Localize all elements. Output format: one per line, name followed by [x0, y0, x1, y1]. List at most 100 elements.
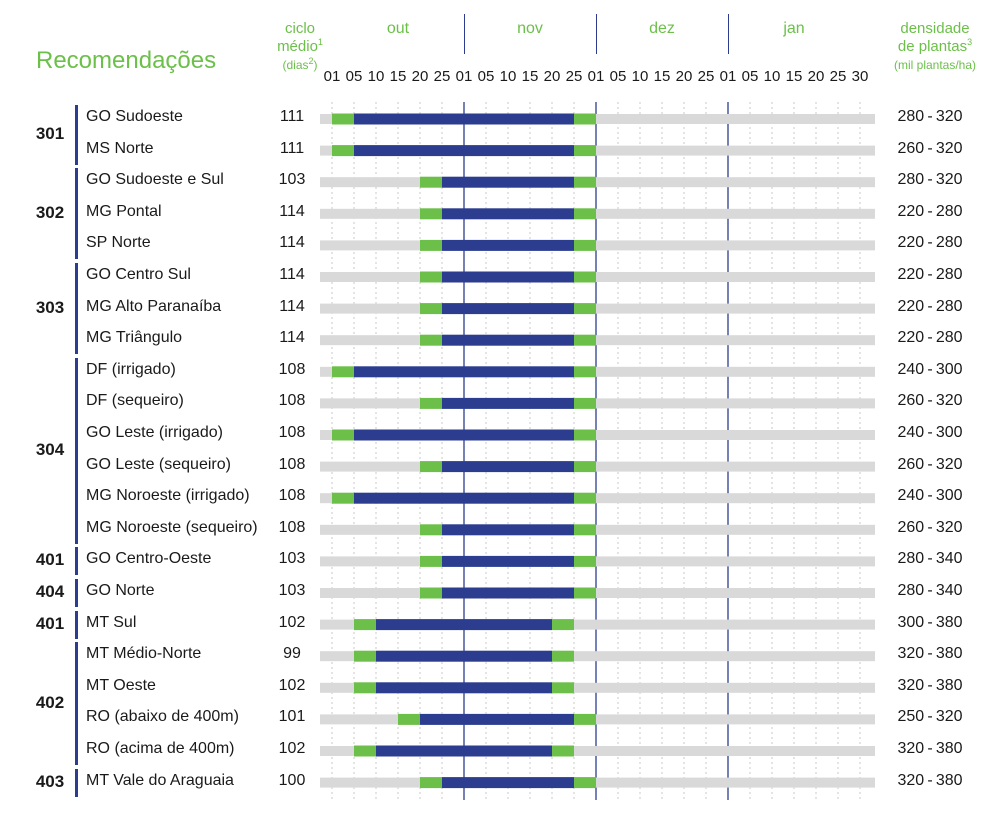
row-base-bar — [320, 619, 875, 630]
row-base-bar — [320, 651, 875, 662]
row-densidade-value: 280 - 320 — [897, 171, 963, 189]
row-margin-end-bar — [574, 524, 596, 536]
row-ciclo-value: 108 — [278, 360, 306, 378]
month-label-out: out — [386, 20, 410, 37]
row-main-bar — [442, 461, 574, 473]
ciclo-unit: (dias2) — [270, 56, 330, 74]
group-bracket — [75, 610, 78, 639]
row-margin-start-bar — [420, 208, 442, 220]
row-region-label: GO Leste (sequeiro) — [86, 455, 231, 473]
row-region-label: MG Alto Paranaíba — [86, 297, 222, 315]
group-bracket — [75, 263, 78, 355]
tick-label: 25 — [829, 68, 847, 85]
ciclo-unit-text: (dias — [282, 58, 309, 72]
month-label-nov: nov — [517, 20, 543, 37]
row-main-bar — [354, 145, 574, 157]
tick-label: 15 — [785, 68, 803, 85]
row-region-label: MG Noroeste (sequeiro) — [86, 518, 258, 536]
ciclo-header-line2: médio1 — [270, 38, 330, 56]
row-main-bar — [442, 271, 574, 283]
tick-label: 20 — [675, 68, 693, 85]
row-region-label: RO (abaixo de 400m) — [86, 708, 239, 726]
densidade-footnote: 3 — [967, 37, 973, 47]
row-ciclo-value: 114 — [279, 202, 305, 220]
row-main-bar — [442, 524, 574, 536]
group-label: 302 — [35, 202, 65, 222]
row-ciclo-value: 102 — [278, 740, 306, 757]
row-margin-start-bar — [420, 777, 442, 789]
row-base-bar — [320, 208, 875, 219]
row-main-bar — [354, 113, 574, 125]
row-ciclo-value: 103 — [278, 582, 306, 599]
group-label: 404 — [35, 582, 65, 601]
row-ciclo-value: 111 — [279, 108, 305, 125]
row-main-bar — [376, 745, 552, 757]
row-ciclo-value: 103 — [278, 550, 306, 568]
row-margin-end-bar — [574, 397, 596, 409]
group-label: 303 — [35, 297, 65, 317]
group-bracket — [75, 579, 78, 607]
row-base-bar — [320, 366, 875, 377]
row-base-bar — [320, 430, 875, 440]
row-main-bar — [354, 429, 574, 441]
row-region-label: MG Pontal — [86, 202, 162, 220]
densidade-header-line2: de plantas3 — [880, 38, 990, 56]
row-main-bar — [442, 176, 574, 188]
group-bracket — [75, 105, 78, 165]
row-ciclo-value: 103 — [278, 171, 306, 189]
row-densidade-value: 260 - 320 — [897, 139, 963, 157]
group-bracket — [75, 642, 78, 765]
row-margin-start-bar — [420, 271, 442, 283]
row-margin-end-bar — [552, 619, 574, 631]
month-separator-jan — [727, 14, 729, 54]
row-region-label: MT Sul — [86, 613, 137, 631]
group-bracket — [75, 547, 78, 576]
row-margin-end-bar — [574, 303, 596, 315]
row-ciclo-value: 108 — [278, 392, 306, 410]
row-region-label: GO Sudoeste — [86, 108, 183, 125]
row-main-bar — [420, 713, 574, 725]
row-densidade-value: 280 - 340 — [897, 550, 963, 568]
tick-label: 15 — [653, 68, 671, 85]
tick-label: 20 — [411, 68, 429, 85]
row-region-label: GO Centro-Oeste — [86, 550, 212, 568]
row-margin-start-bar — [398, 713, 420, 725]
row-margin-end-bar — [574, 208, 596, 220]
row-margin-end-bar — [574, 777, 596, 789]
row-margin-end-bar — [574, 587, 596, 599]
row-margin-start-bar — [420, 524, 442, 536]
row-ciclo-value: 111 — [279, 139, 305, 157]
row-densidade-value: 220 - 280 — [897, 329, 963, 347]
row-base-bar — [320, 303, 875, 314]
row-base-bar — [320, 777, 875, 788]
row-densidade-value: 260 - 320 — [897, 518, 963, 536]
ciclo-footnote: 1 — [317, 37, 323, 47]
page-title: Recomendações — [36, 47, 217, 74]
row-main-bar — [442, 303, 574, 315]
ciclo-header-line2-text: médio — [277, 38, 318, 55]
row-margin-start-bar — [420, 397, 442, 409]
row-densidade-value: 320 - 380 — [897, 645, 963, 663]
row-margin-start-bar — [420, 587, 442, 599]
row-region-label: MT Oeste — [86, 676, 156, 694]
group-label: 304 — [35, 439, 65, 459]
row-main-bar — [354, 492, 574, 504]
row-margin-end-bar — [574, 461, 596, 473]
row-margin-start-bar — [354, 619, 376, 631]
row-region-label: SP Norte — [86, 234, 151, 252]
row-margin-end-bar — [552, 650, 574, 662]
row-base-bar — [320, 524, 875, 535]
densidade-header-line2-text: de plantas — [897, 38, 968, 55]
month-separator-nov — [463, 14, 465, 54]
row-margin-end-bar — [574, 239, 596, 251]
group-bracket — [75, 357, 78, 544]
row-ciclo-value: 102 — [278, 676, 306, 694]
group-bracket — [75, 168, 78, 260]
row-densidade-value: 250 - 320 — [897, 708, 963, 726]
row-ciclo-value: 100 — [278, 771, 306, 789]
row-margin-start-bar — [354, 682, 376, 694]
row-densidade-value: 220 - 280 — [897, 297, 963, 315]
row-main-bar — [442, 587, 574, 599]
row-base-bar — [320, 145, 875, 156]
